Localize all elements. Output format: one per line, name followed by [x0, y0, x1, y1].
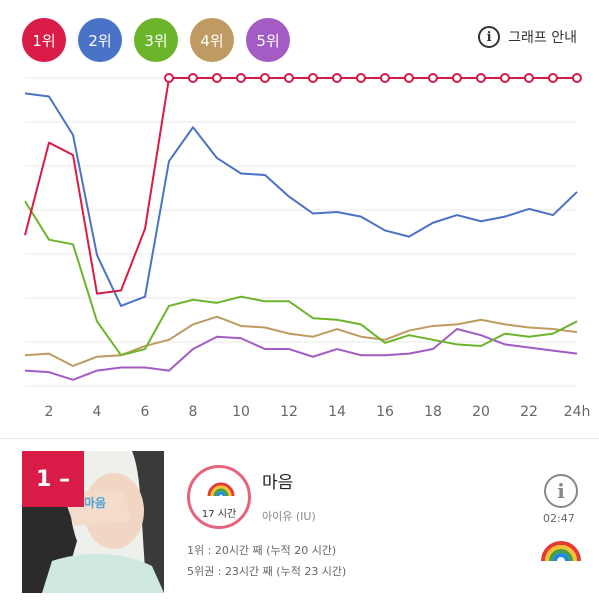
data-point — [428, 73, 438, 83]
x-tick-label: 2 — [45, 404, 54, 420]
artist-name[interactable]: 아이유 (IU) — [262, 510, 316, 523]
album-thumbnail[interactable]: 마음 1 – — [22, 451, 164, 593]
graph-guide-button[interactable]: i 그래프 안내 — [478, 26, 577, 48]
legend-rank-3[interactable]: 3위 — [134, 18, 178, 62]
series-line-rank-4 — [24, 315, 578, 367]
x-tick-label: 12 — [280, 404, 298, 420]
graph-guide-label: 그래프 안내 — [508, 30, 577, 46]
data-point — [188, 73, 198, 83]
song-title[interactable]: 마음 — [262, 473, 294, 493]
data-point — [524, 73, 534, 83]
legend-rank-5[interactable]: 5위 — [246, 18, 290, 62]
rank-line-chart: 2 4 6 8 10 12 14 16 18 20 22 24h — [24, 73, 591, 420]
x-tick-label: 16 — [376, 404, 394, 420]
data-point — [356, 73, 366, 83]
x-tick-label: 18 — [424, 404, 442, 420]
data-point — [284, 73, 294, 83]
data-point — [380, 73, 390, 83]
update-time: 02:47 — [543, 512, 575, 525]
data-point — [332, 73, 342, 83]
data-point — [404, 73, 414, 83]
x-tick-label: 10 — [232, 404, 250, 420]
data-point — [260, 73, 270, 83]
data-point — [476, 73, 486, 83]
svg-text:마음: 마음 — [84, 495, 106, 510]
legend-rank-1[interactable]: 1위 — [22, 18, 66, 62]
data-point — [548, 73, 558, 83]
rank1-duration: 1위 : 20시간 째 (누적 20 시간) — [187, 544, 337, 557]
series-line-rank-1 — [24, 77, 577, 295]
series-line-rank-2 — [24, 92, 578, 307]
data-point — [572, 73, 582, 83]
data-point — [308, 73, 318, 83]
top5-duration: 5위권 : 23시간 째 (누적 23 시간) — [187, 565, 347, 578]
data-point — [164, 73, 174, 83]
data-point — [500, 73, 510, 83]
data-point — [236, 73, 246, 83]
rainbow-icon — [207, 482, 235, 497]
legend-rank-2[interactable]: 2위 — [78, 18, 122, 62]
x-tick-label: 4 — [93, 404, 102, 420]
rank-badge: 1 – — [22, 451, 84, 507]
data-point — [212, 73, 222, 83]
series-line-rank-3 — [24, 200, 578, 357]
legend-rank-4[interactable]: 4위 — [190, 18, 234, 62]
x-tick-label: 14 — [328, 404, 346, 420]
song-info-icon[interactable]: i — [544, 474, 578, 508]
x-tick-label: 24h — [564, 404, 591, 420]
rainbow-icon[interactable] — [540, 538, 582, 562]
hours-text: 17 시간 — [201, 509, 237, 520]
series-line-rank-5 — [24, 328, 578, 381]
x-tick-label: 8 — [189, 404, 198, 420]
data-point — [452, 73, 462, 83]
info-icon: i — [478, 26, 501, 48]
rank-legend: 1위 2위 3위 4위 5위 — [22, 18, 290, 62]
song-card[interactable]: 마음 1 – 17 시간 마음 아이유 (IU) 1위 : 20시간 째 (누적… — [0, 450, 599, 606]
x-tick-label: 6 — [141, 404, 150, 420]
x-tick-label: 20 — [472, 404, 490, 420]
hours-at-rank-badge: 17 시간 — [187, 465, 251, 529]
x-tick-label: 22 — [520, 404, 538, 420]
divider — [0, 438, 599, 439]
